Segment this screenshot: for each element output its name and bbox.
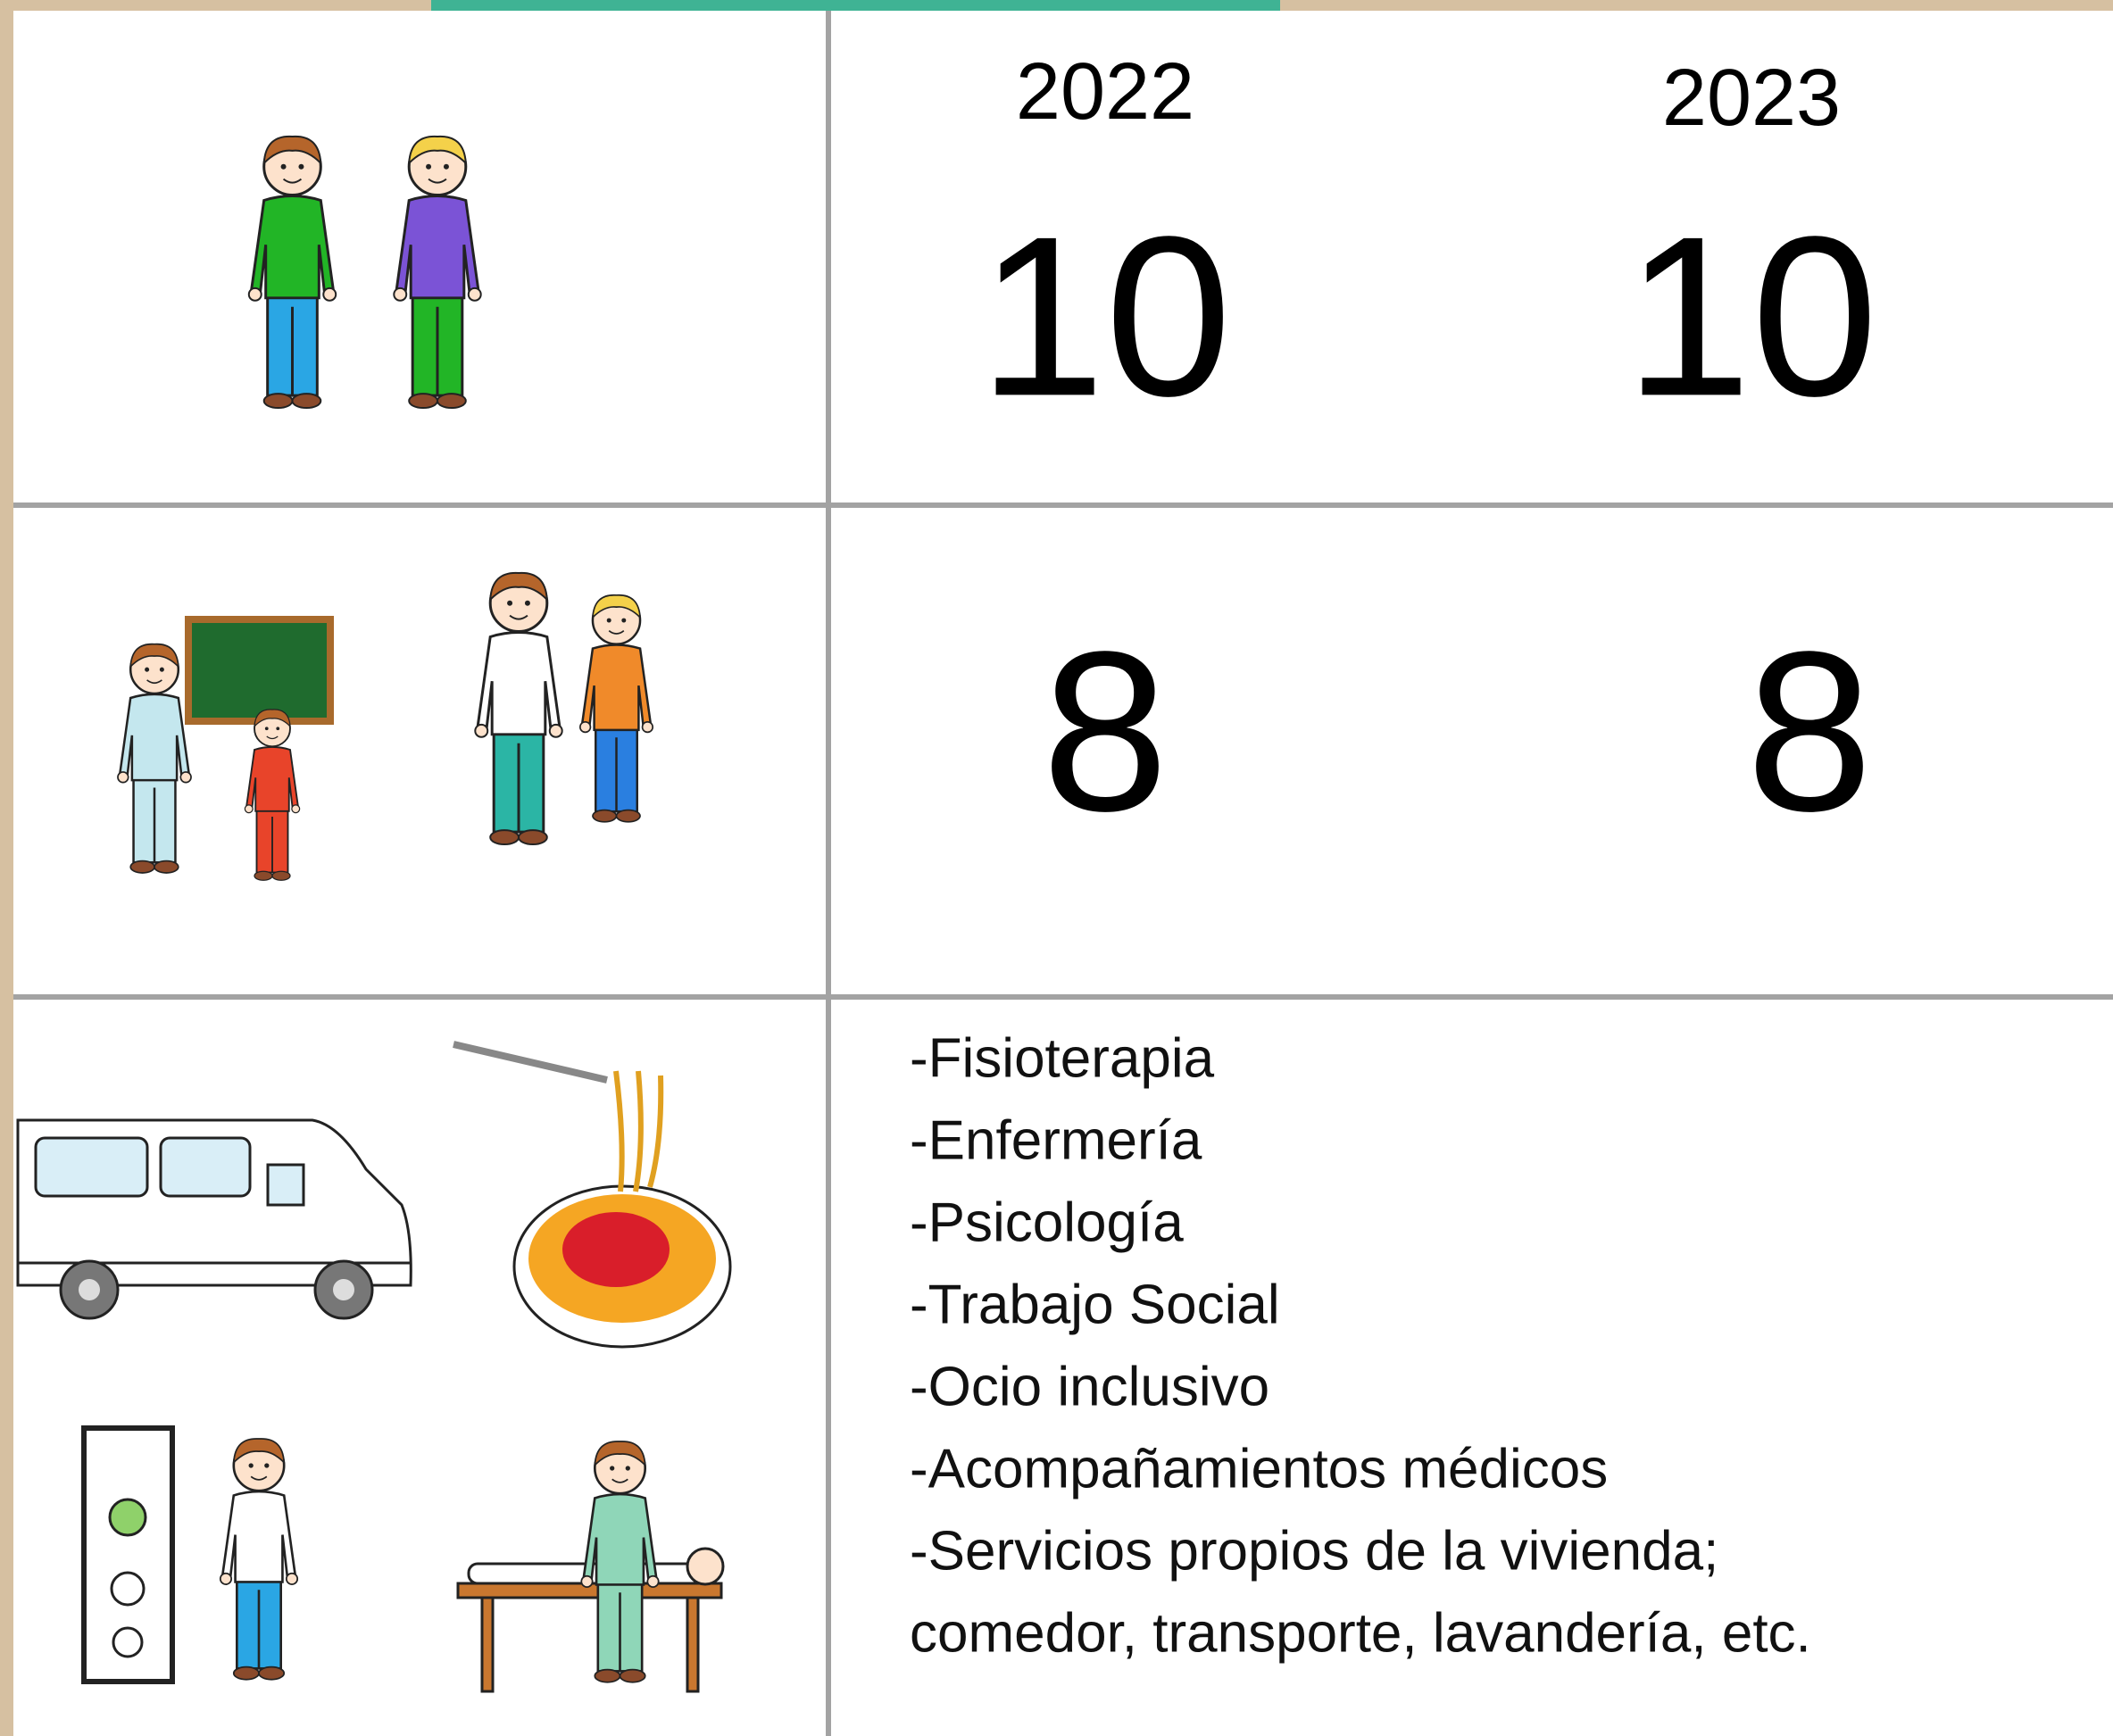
van-icon <box>16 1118 412 1320</box>
count-value: 10 <box>1625 189 1878 444</box>
table-background <box>13 11 2113 1736</box>
psychology-icon <box>81 1425 175 1684</box>
food-icon <box>453 1041 732 1349</box>
physiotherapy-icon <box>456 1440 725 1693</box>
service-item: comedor, transporte, lavandería, etc. <box>910 1602 1811 1664</box>
count-value: 8 <box>1042 604 1169 859</box>
year-header: 2022 <box>1016 47 1194 137</box>
count-value: 10 <box>978 189 1232 444</box>
service-item: -Fisioterapia <box>910 1027 1215 1089</box>
service-item: -Enfermería <box>910 1109 1202 1171</box>
services-list: -Fisioterapia -Enfermería -Psicología -Trab… <box>910 1027 1811 1664</box>
top-accent <box>431 0 1280 12</box>
service-item: -Ocio inclusivo <box>910 1356 1269 1417</box>
service-item: -Psicología <box>910 1192 1184 1253</box>
service-item: -Trabajo Social <box>910 1274 1280 1335</box>
teacher-icon <box>118 616 334 882</box>
count-value: 8 <box>1746 604 1873 859</box>
service-item: -Acompañamientos médicos <box>910 1438 1608 1499</box>
year-header: 2023 <box>1662 54 1841 143</box>
service-item: -Servicios propios de la vivienda; <box>910 1520 1718 1582</box>
